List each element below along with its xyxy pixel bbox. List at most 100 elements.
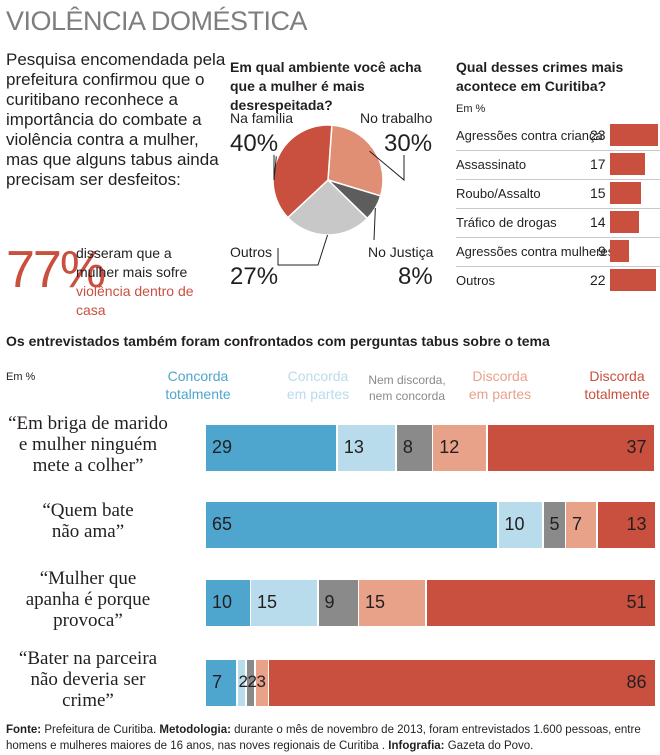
footer-infografia: Gazeta do Povo.	[444, 740, 534, 752]
pie-leader-justica	[373, 207, 376, 241]
tabu-quote: “Em briga de marido e mulher ninguém mete …	[0, 413, 176, 476]
tabu-segment: 65	[206, 502, 497, 548]
crimes-value: 15	[590, 185, 606, 201]
tabu-segment: 7	[206, 660, 236, 706]
tabu-segment-value: 9	[324, 592, 335, 612]
tabu-segment-value: 12	[439, 437, 460, 457]
tabu-quote-line: “Em briga de marido	[8, 412, 168, 434]
tabu-segment-value: 2	[238, 672, 248, 691]
pie-slice-outros	[286, 178, 369, 236]
footer: Fonte: Prefeitura de Curitiba. Metodolog…	[6, 722, 660, 754]
tabu-segment-value: 10	[504, 514, 525, 534]
pie-label-outros: Outros	[230, 244, 273, 260]
tabus-unit: Em %	[6, 371, 36, 383]
pie-chart	[272, 124, 405, 266]
highlight-value: 77%	[6, 241, 106, 299]
crimes-bar	[610, 153, 645, 175]
tabu-segment-value: 13	[343, 437, 364, 457]
crimes-row: Roubo/Assalto 15	[456, 182, 660, 206]
pie-label-justica: No Justiça	[368, 244, 434, 260]
tabu-segment-value: 37	[626, 437, 647, 457]
tabu-segment-value: 15	[365, 592, 386, 612]
legend-concorda-em-partes: Concorda em partes	[258, 367, 378, 403]
pie-leader-outros	[277, 234, 329, 266]
crimes-bar	[610, 240, 629, 262]
crimes-row: Agressões contra mulheres 9	[456, 240, 660, 264]
pie-value-trabalho: 30%	[384, 130, 433, 157]
pie-label-trabalho: No trabalho	[360, 110, 433, 126]
crimes-value: 14	[590, 214, 606, 230]
crimes-bar	[610, 124, 658, 146]
tabus-title: Os entrevistados também foram confrontad…	[6, 333, 550, 349]
crimes-bar	[610, 211, 639, 233]
legend-text: totalmente	[584, 386, 650, 402]
footer-metodologia: durante o mês de novembro de 2013, foram…	[6, 724, 641, 752]
crimes-bar	[610, 269, 656, 291]
legend-text: Discorda	[589, 368, 645, 384]
legend-text: em partes	[468, 386, 532, 402]
tabu-quote-line: “Mulher que	[39, 567, 137, 589]
crimes-label: Agressões contra mulheres	[456, 244, 615, 259]
tabu-bar-row: 29 13 8 12 37	[206, 425, 656, 471]
pie-slice-familia	[272, 124, 333, 219]
pie-value-justica: 8%	[398, 263, 433, 290]
intro-text: Pesquisa encomendada pela prefeitura con…	[6, 50, 226, 189]
tabu-quote-line: “Quem bate	[42, 500, 134, 521]
crimes-label: Tráfico de drogas	[456, 215, 557, 230]
crimes-row-divider	[456, 150, 660, 151]
tabu-segment-value: 7	[212, 672, 223, 692]
tabu-quote-line: e mulher ninguém	[18, 433, 158, 455]
crimes-row: Assassinato 17	[456, 153, 660, 177]
tabu-quote-line: apanha é porque	[25, 588, 151, 610]
pie-leader-trabalho	[369, 150, 405, 182]
tabu-segment: 2	[246, 660, 257, 706]
footer-fonte-label: Fonte:	[6, 724, 42, 736]
tabu-segment-value: 29	[212, 437, 233, 457]
tabu-segment: 12	[433, 425, 487, 471]
tabu-segment-value: 5	[549, 514, 560, 534]
crimes-row-divider	[456, 237, 660, 238]
crimes-value: 22	[590, 272, 606, 288]
tabu-bar-row: 65 10 5 7 13	[206, 502, 656, 548]
tabu-segment: 37	[487, 425, 655, 471]
crimes-label: Roubo/Assalto	[456, 186, 541, 201]
pie-value-familia: 40%	[230, 130, 279, 157]
tabu-quote-line: não ama”	[51, 521, 125, 542]
highlight-text-pre: disseram que a mulher mais sofre	[76, 245, 188, 280]
crimes-row-divider	[456, 179, 660, 180]
tabu-segment: 15	[251, 580, 317, 626]
highlight-text-emph: violência dentro de casa	[76, 283, 194, 318]
legend-text: Concorda	[287, 368, 349, 384]
tabu-quote-line: crime”	[62, 689, 114, 711]
crimes-label: Assassinato	[456, 157, 527, 172]
tabu-quote: “Mulher que apanha é porque provoca”	[0, 568, 176, 631]
tabu-segment: 7	[566, 502, 596, 548]
highlight-text: disseram que a mulher mais sofre violênc…	[76, 244, 216, 320]
tabu-segment: 13	[597, 502, 655, 548]
pie-leader-familia	[273, 155, 277, 181]
legend-nem-discorda: Nem discorda, nem concorda	[347, 372, 467, 404]
tabu-segment-value: 13	[626, 514, 647, 534]
tabu-segment-value: 10	[212, 592, 233, 612]
tabu-quote-line: mete a colher”	[32, 454, 144, 476]
crimes-value: 23	[590, 127, 606, 143]
legend-text: Nem discorda,	[368, 373, 446, 387]
crimes-row: Tráfico de drogas 14	[456, 211, 660, 235]
tabu-segment-value: 3	[256, 672, 266, 691]
page-title: VIOLÊNCIA DOMÉSTICA	[6, 6, 308, 36]
crimes-value: 17	[590, 156, 606, 172]
legend-text: Discorda	[472, 368, 528, 384]
tabu-segment-value: 51	[626, 592, 647, 612]
tabu-segment: 51	[426, 580, 655, 626]
tabu-segment: 29	[206, 425, 337, 471]
tabu-segment-value: 8	[402, 437, 413, 457]
crimes-row: Outros 22	[456, 269, 660, 293]
tabu-segment: 15	[359, 580, 425, 626]
footer-infografia-label: Infografia:	[388, 740, 445, 752]
tabu-segment: 86	[269, 660, 655, 706]
legend-text: em partes	[286, 386, 350, 402]
crimes-bar	[610, 182, 641, 204]
legend-text: Concorda	[167, 368, 229, 384]
crimes-label: Outros	[456, 273, 496, 288]
tabu-quote-line: não deveria ser	[30, 668, 146, 690]
